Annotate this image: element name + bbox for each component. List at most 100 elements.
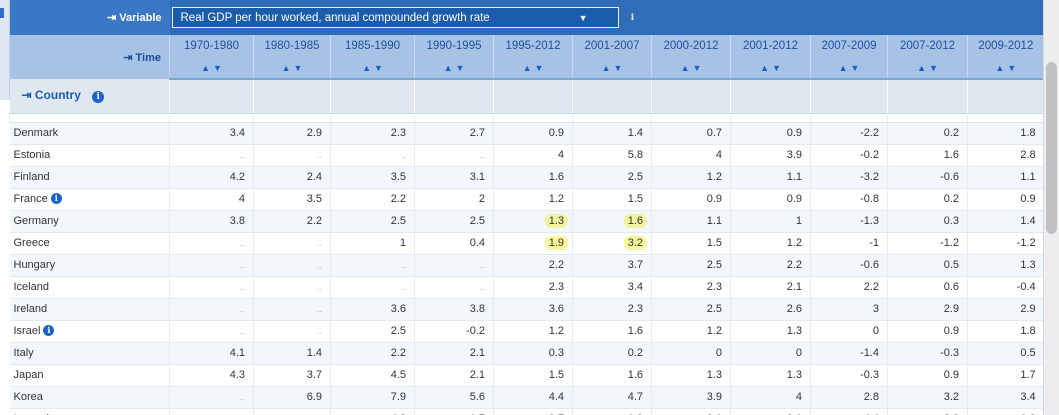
country-cell[interactable]: Denmark (9, 122, 170, 145)
value-text: -0.8 (860, 193, 879, 205)
value-cell: 1.3 (651, 364, 731, 387)
sort-descending-icon[interactable]: ▼ (1007, 62, 1017, 73)
value-cell: 0.1 (730, 408, 811, 415)
period-header: 2007-2009 (810, 35, 888, 57)
value-text: 0.9 (786, 193, 802, 205)
country-cell[interactable]: Hungary (9, 254, 170, 277)
value-text: 1.4 (627, 127, 643, 139)
value-cell: -0.2 (414, 320, 494, 343)
sort-ascending-icon[interactable]: ▲ (601, 62, 611, 73)
country-note-info-icon[interactable]: i (43, 325, 55, 336)
value-cell: 4.2 (330, 408, 415, 415)
value-cell: 4 (651, 144, 731, 167)
country-name: Iceland (13, 281, 49, 293)
value-text: -2.2 (940, 413, 959, 415)
sort-ascending-icon[interactable]: ▲ (760, 62, 769, 73)
sort-control: ▲ ▼ (730, 57, 811, 80)
value-cell: 1.3 (730, 320, 811, 343)
value-text: 5.8 (627, 149, 643, 161)
sort-descending-icon[interactable]: ▼ (929, 62, 938, 73)
value-cell: 1.3 (730, 364, 811, 387)
sort-ascending-icon[interactable]: ▲ (522, 62, 532, 73)
value-cell: 5.8 (572, 144, 652, 167)
value-cell: 3.1 (414, 166, 494, 189)
country-cell[interactable]: Iceland (9, 276, 170, 299)
value-text: 0.7 (706, 127, 722, 139)
variable-select[interactable]: Real GDP per hour worked, annual compoun… (171, 7, 619, 28)
sort-ascending-icon[interactable]: ▲ (917, 62, 926, 73)
sort-controls-row: ▲ ▼ ▲ ▼ ▲ ▼ ▲ ▼ ▲ ▼ ▲ ▼ ▲ ▼ ▲ ▼ ▲ ▼ ▲ ▼ ▲ ▼ (10, 57, 1043, 80)
value-text: 1.9 (628, 413, 643, 415)
period-header: 1990-1995 (414, 35, 494, 57)
value-text: 1.7 (470, 413, 485, 415)
sort-descending-icon[interactable]: ▼ (692, 62, 702, 73)
country-cell[interactable]: Finland (9, 166, 170, 189)
country-name: Luxembourg (14, 413, 75, 415)
value-cell: -0.3 (887, 342, 968, 365)
value-text: 2.7 (469, 127, 485, 139)
variable-select-value: Real GDP per hour worked, annual compoun… (180, 11, 490, 24)
value-text: 0.4 (469, 237, 485, 249)
sort-ascending-icon[interactable]: ▲ (443, 62, 453, 73)
value-text: 3.8 (469, 303, 485, 315)
country-cell[interactable]: Korea (9, 386, 170, 409)
country-cell[interactable]: Israel i (9, 320, 170, 343)
country-cell[interactable]: Italy (9, 342, 170, 365)
country-cell[interactable]: Luxembourg (9, 408, 170, 415)
sort-descending-icon[interactable]: ▼ (293, 62, 303, 73)
value-cell: 2.3 (651, 276, 731, 299)
value-text: 4.3 (229, 369, 245, 381)
scrollbar-thumb[interactable] (1046, 62, 1057, 234)
sort-descending-icon[interactable]: ▼ (374, 62, 383, 73)
sort-ascending-icon[interactable]: ▲ (362, 62, 371, 73)
country-info-icon[interactable]: i (92, 91, 105, 104)
sort-descending-icon[interactable]: ▼ (213, 62, 222, 73)
vertical-scrollbar[interactable] (1043, 0, 1059, 415)
value-text: 1.4 (306, 347, 322, 359)
value-cell: 3.2 (887, 386, 968, 409)
sort-descending-icon[interactable]: ▼ (534, 62, 544, 73)
sort-ascending-icon[interactable]: ▲ (680, 62, 690, 73)
country-cell[interactable]: Japan (9, 364, 170, 387)
value-text: 2.5 (706, 303, 722, 315)
table-row: Japan 4.3 3.7 4.5 2.1 1.5 1.6 1.3 1.3 -0.3 0.9 1.7 (9, 364, 1043, 387)
value-text: 2 (478, 193, 485, 205)
value-cell: 0.2 (887, 188, 968, 211)
value-text: 3.9 (786, 149, 802, 161)
sort-descending-icon[interactable]: ▼ (850, 62, 860, 73)
sort-ascending-icon[interactable]: ▲ (201, 62, 210, 73)
value-text: 1.6 (943, 149, 959, 161)
country-cell[interactable]: Germany (9, 210, 170, 233)
value-text: .. (316, 304, 322, 314)
sort-ascending-icon[interactable]: ▲ (281, 62, 291, 73)
value-cell: 3.5 (253, 188, 331, 211)
sort-control: ▲ ▼ (651, 57, 731, 80)
value-text: 1.7 (1020, 369, 1036, 381)
country-cell[interactable]: Estonia (9, 144, 170, 167)
value-cell: 2.2 (810, 276, 888, 299)
variable-info-icon[interactable]: i (630, 12, 635, 23)
country-cell[interactable]: Ireland (9, 298, 170, 321)
sort-descending-icon[interactable]: ▼ (772, 62, 781, 73)
value-cell (253, 408, 331, 415)
table-row: Ireland.... 3.6 3.8 3.6 2.3 2.5 2.6 3 2.9 2.9 (9, 298, 1043, 321)
value-cell: .. (414, 276, 494, 299)
value-text: -0.3 (860, 369, 879, 381)
country-note-info-icon[interactable]: i (50, 193, 62, 204)
value-cell: 2.9 (253, 122, 331, 145)
period-header: 2001-2007 (572, 35, 652, 57)
country-cell[interactable]: Greece (9, 232, 170, 255)
country-cell[interactable]: France i (9, 188, 170, 211)
sort-descending-icon[interactable]: ▼ (455, 62, 465, 73)
value-cell: -0.8 (810, 188, 888, 211)
country-name: France (13, 193, 48, 205)
value-cell: 1.7 (966, 364, 1043, 387)
value-text: 2.5 (390, 325, 406, 337)
value-cell: 1.8 (966, 122, 1043, 145)
sort-ascending-icon[interactable]: ▲ (995, 62, 1005, 73)
sort-ascending-icon[interactable]: ▲ (838, 62, 848, 73)
value-text: 1.5 (627, 193, 643, 205)
value-text: 3.5 (390, 171, 406, 183)
period-header: 2009-2012 (966, 35, 1043, 57)
sort-descending-icon[interactable]: ▼ (613, 62, 623, 73)
